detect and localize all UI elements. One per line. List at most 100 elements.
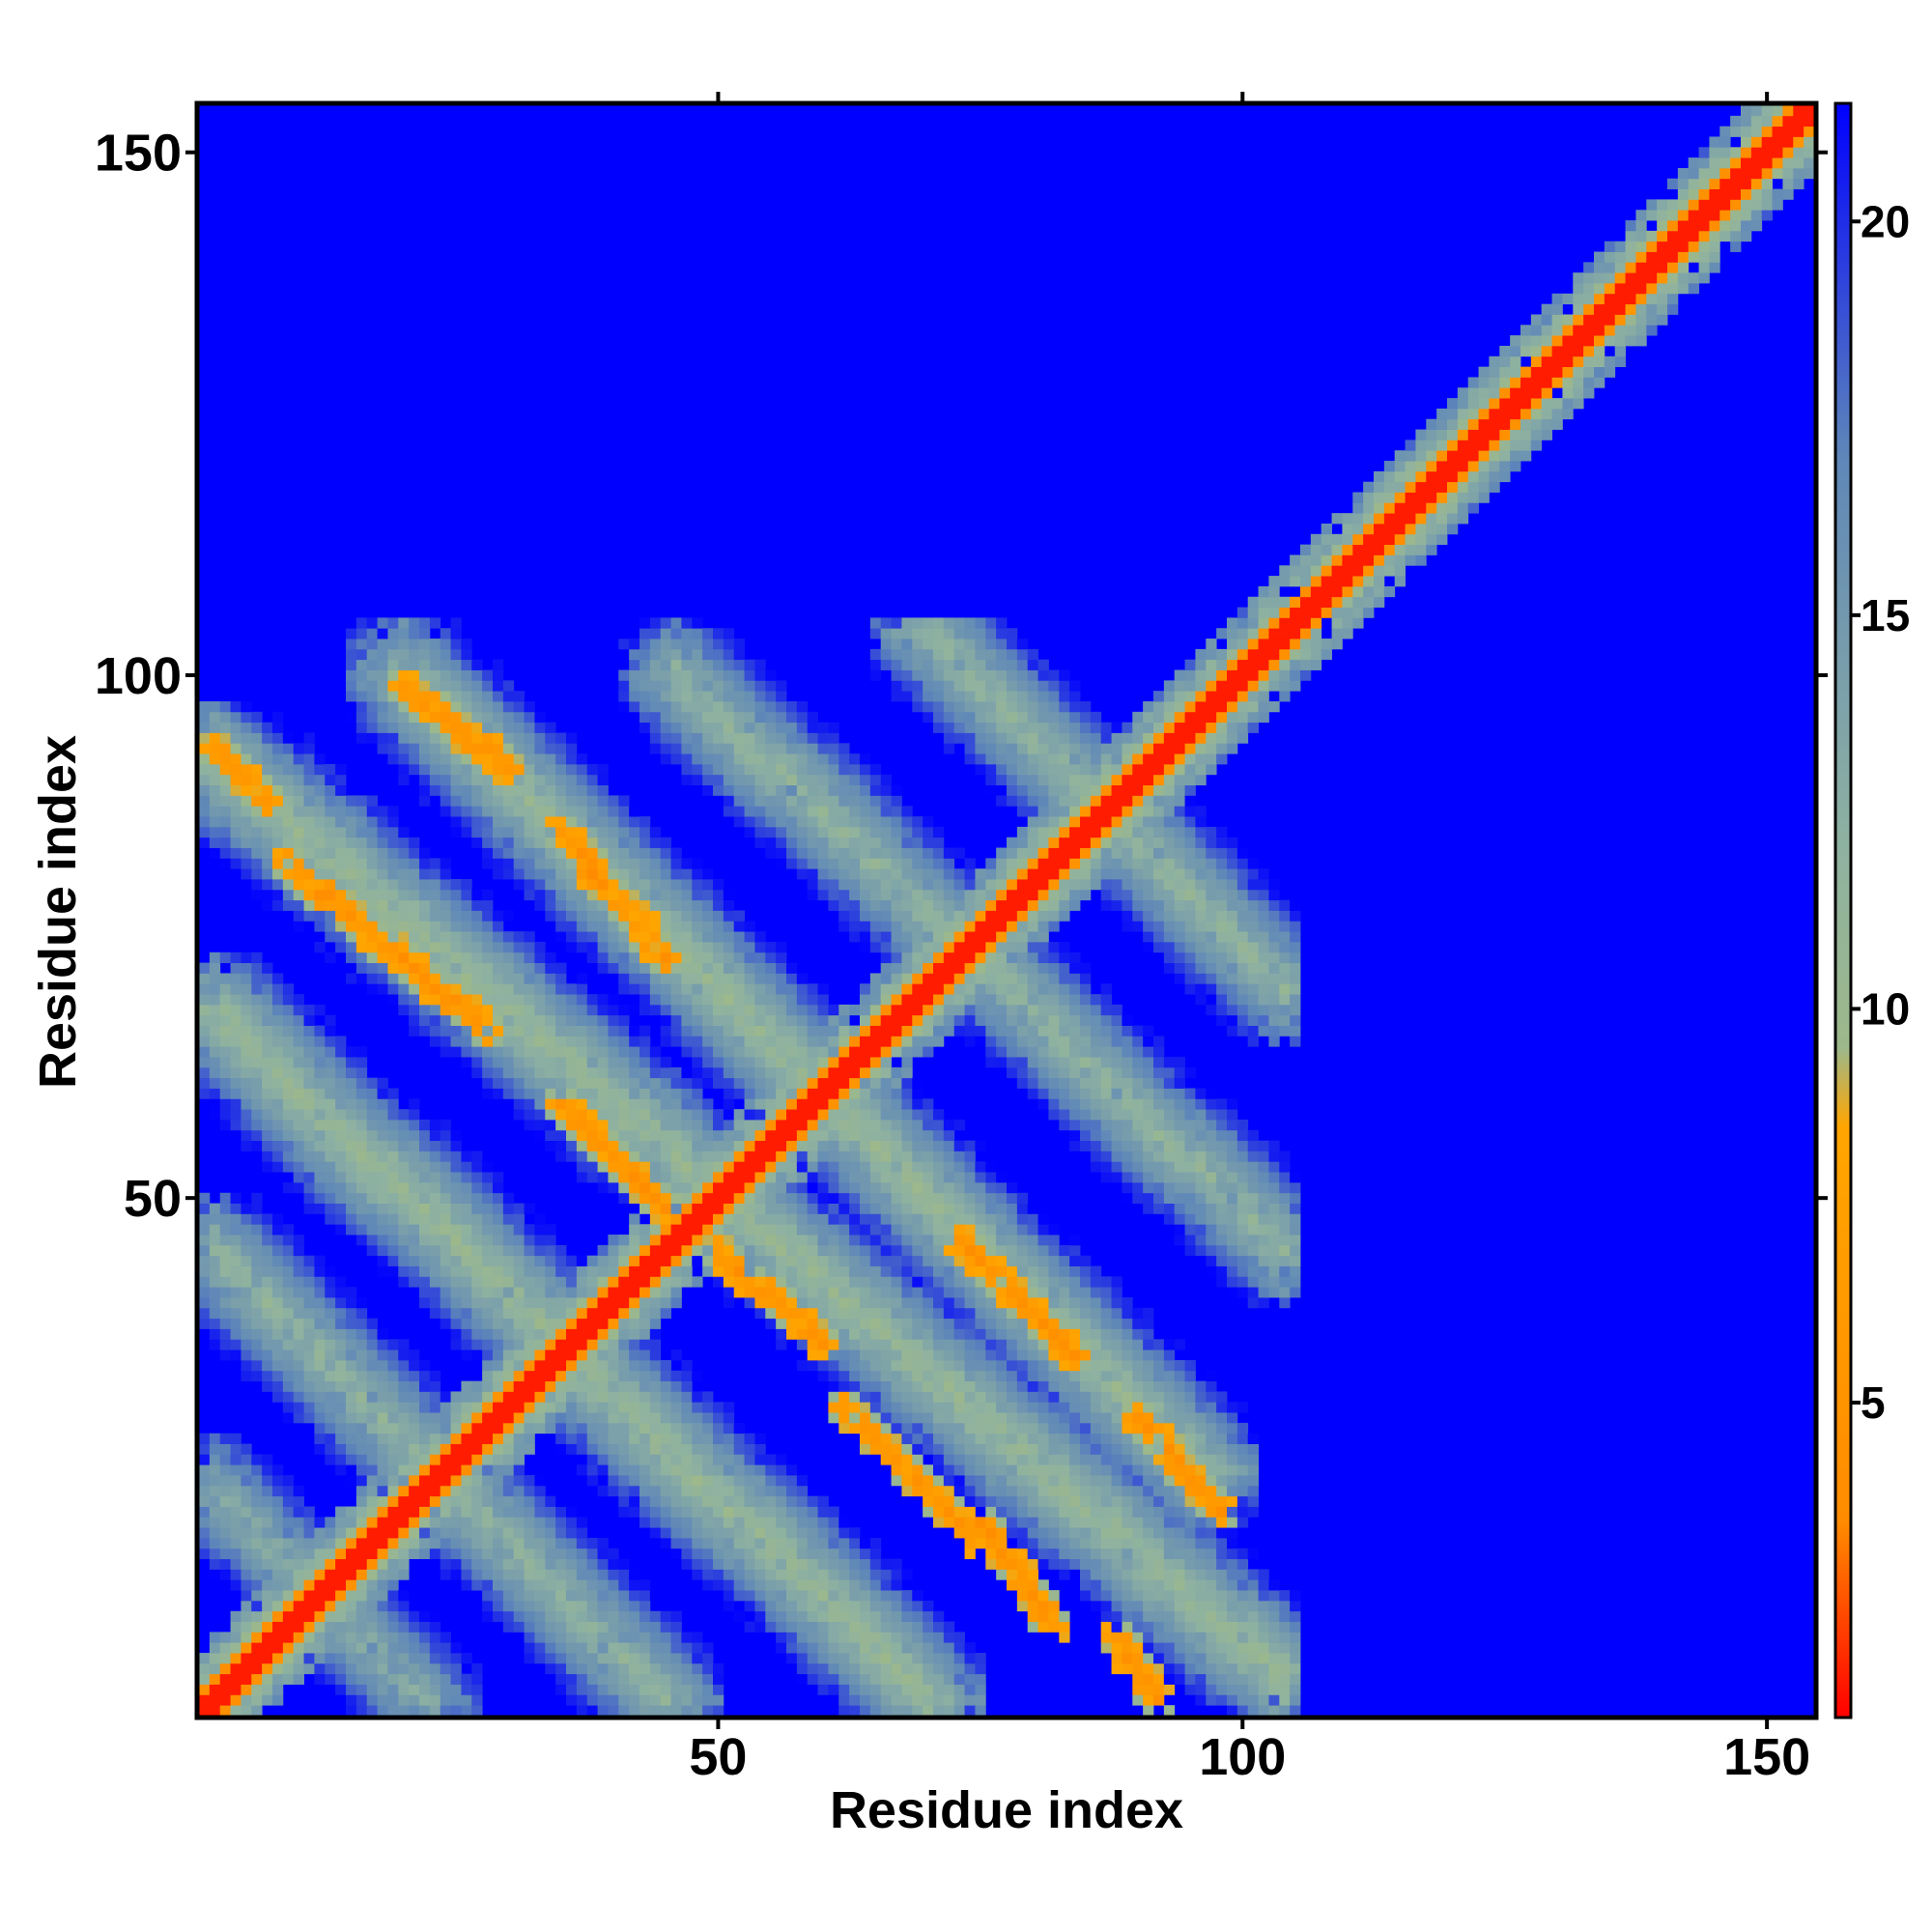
heatmap-cell (828, 1297, 839, 1309)
heatmap-cell (209, 1004, 221, 1016)
heatmap-cell (272, 1339, 284, 1350)
heatmap-cell (346, 1350, 357, 1361)
heatmap-cell (355, 722, 368, 733)
heatmap-cell (471, 1433, 483, 1444)
heatmap-cell (660, 711, 671, 724)
heatmap-cell (314, 1004, 326, 1016)
heatmap-cell (325, 1558, 336, 1570)
heatmap-cell (608, 1380, 619, 1392)
heatmap-cell (314, 1653, 326, 1664)
heatmap-cell (251, 962, 263, 974)
heatmap-cell (355, 1600, 368, 1612)
heatmap-cell (849, 1119, 861, 1131)
heatmap-cell (807, 774, 818, 785)
heatmap-cell (597, 1297, 609, 1309)
heatmap-cell (440, 910, 451, 922)
heatmap-cell (586, 1632, 598, 1643)
heatmap-cell (502, 1412, 515, 1424)
heatmap-cell (293, 1391, 304, 1403)
heatmap-cell (440, 701, 451, 713)
heatmap-cell (713, 1036, 724, 1047)
heatmap-cell (282, 1066, 295, 1079)
heatmap-cell (303, 1057, 315, 1068)
heatmap-cell (796, 994, 809, 1006)
heatmap-cell (681, 1443, 693, 1455)
heatmap-cell (377, 1527, 388, 1539)
heatmap-cell (692, 639, 703, 650)
heatmap-cell (251, 1328, 263, 1340)
heatmap-cell (282, 1244, 295, 1257)
heatmap-cell (860, 1339, 871, 1350)
heatmap-cell (335, 1548, 347, 1560)
heatmap-cell (828, 1517, 839, 1528)
heatmap-cell (251, 952, 263, 964)
heatmap-cell (251, 1558, 263, 1570)
heatmap-cell (440, 1642, 451, 1654)
heatmap-cell (681, 1046, 693, 1058)
heatmap-cell (566, 1014, 578, 1026)
heatmap-cell (566, 1380, 578, 1392)
heatmap-cell (639, 1600, 651, 1612)
heatmap-cell (325, 1287, 336, 1298)
heatmap-cell (355, 1066, 368, 1079)
heatmap-cell (828, 1004, 839, 1016)
heatmap-cell (241, 806, 252, 817)
heatmap-cell (796, 1569, 809, 1580)
heatmap-cell (807, 1590, 818, 1602)
heatmap-cell (241, 1558, 252, 1570)
heatmap-cell (597, 1077, 609, 1089)
heatmap-cell (377, 973, 388, 984)
heatmap-cell (209, 1235, 221, 1246)
heatmap-cell (765, 753, 777, 765)
heatmap-cell (723, 1224, 735, 1236)
heatmap-cell (241, 1235, 252, 1246)
heatmap-cell (796, 1600, 809, 1612)
heatmap-cell (293, 1057, 304, 1068)
heatmap-cell (377, 1537, 388, 1549)
heatmap-cell (335, 1088, 347, 1099)
heatmap-cell (555, 1443, 567, 1455)
heatmap-cell (692, 1276, 703, 1288)
heatmap-cell (366, 1213, 378, 1225)
heatmap-cell (576, 1119, 588, 1131)
heatmap-cell (608, 941, 619, 953)
heatmap-cell (776, 858, 787, 869)
heatmap-cell (282, 899, 295, 911)
heatmap-cell (272, 1129, 284, 1142)
heatmap-cell (471, 1579, 483, 1591)
heatmap-cell (545, 1506, 556, 1518)
heatmap-cell (796, 1590, 809, 1602)
heatmap-cell (681, 1235, 693, 1246)
heatmap-cell (513, 1558, 525, 1570)
heatmap-cell (860, 1548, 871, 1560)
heatmap-cell (702, 1464, 714, 1476)
heatmap-cell (723, 711, 735, 724)
heatmap-cell (355, 1558, 368, 1570)
heatmap-cell (776, 774, 787, 785)
heatmap-cell (723, 962, 735, 974)
heatmap-cell (272, 1579, 284, 1591)
heatmap-cell (796, 711, 809, 724)
heatmap-cell (387, 1380, 399, 1392)
heatmap-cell (461, 1558, 472, 1570)
heatmap-cell (723, 1443, 735, 1455)
heatmap-cell (555, 1119, 567, 1131)
heatmap-cell (733, 921, 745, 932)
heatmap-cell (314, 1318, 326, 1329)
heatmap-cell (272, 774, 284, 785)
heatmap-cell (702, 1673, 714, 1685)
heatmap-cell (838, 847, 850, 859)
heatmap-cell (828, 889, 839, 901)
heatmap-cell (586, 1433, 598, 1444)
heatmap-cell (796, 1287, 809, 1298)
heatmap-cell (251, 1265, 263, 1277)
heatmap-cell (754, 1151, 766, 1162)
heatmap-cell (471, 1255, 483, 1266)
heatmap-cell (199, 1454, 211, 1465)
heatmap-cell (849, 1422, 861, 1435)
heatmap-cell (513, 1036, 525, 1047)
heatmap-cell (272, 1098, 284, 1110)
heatmap-cell (241, 1244, 252, 1257)
heatmap-cell (366, 1151, 378, 1162)
heatmap-cell (293, 1318, 304, 1329)
